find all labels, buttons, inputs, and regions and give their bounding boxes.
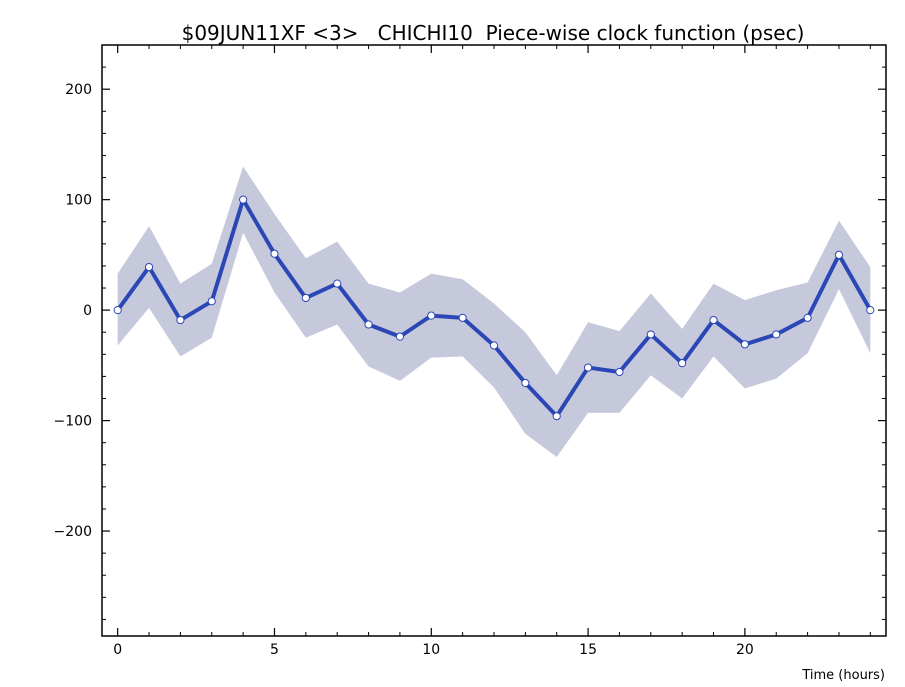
data-point xyxy=(113,306,122,315)
data-point xyxy=(458,313,467,322)
data-point xyxy=(521,378,530,388)
data-point xyxy=(866,306,875,315)
y-tick-label: 200 xyxy=(65,82,92,98)
data-point xyxy=(709,315,718,325)
plot-layer xyxy=(113,166,875,458)
x-tick-label: 20 xyxy=(736,642,754,658)
x-axis-label: Time (hours) xyxy=(801,668,885,683)
data-point xyxy=(552,412,561,421)
data-point xyxy=(239,195,248,204)
data-point xyxy=(646,330,655,339)
chart-title: $09JUN11XF <3> CHICHI10 Piece-wise clock… xyxy=(182,21,805,45)
data-point xyxy=(583,363,593,372)
data-point xyxy=(740,340,749,349)
data-point xyxy=(301,293,310,303)
data-point xyxy=(427,311,436,320)
data-point xyxy=(772,330,781,339)
x-tick-label: 0 xyxy=(113,642,122,658)
data-point xyxy=(333,279,342,288)
x-tick-label: 10 xyxy=(422,642,440,658)
data-point xyxy=(803,313,812,322)
data-point xyxy=(489,341,499,350)
y-tick-label: 0 xyxy=(83,303,92,319)
x-tick-label: 5 xyxy=(270,642,279,658)
data-point xyxy=(270,249,279,258)
data-point xyxy=(364,320,373,329)
y-tick-label: −200 xyxy=(54,524,92,540)
uncertainty-band xyxy=(117,166,871,458)
data-point xyxy=(395,332,405,341)
y-tick-label: 100 xyxy=(65,193,92,209)
data-point xyxy=(144,262,154,272)
x-tick-label: 15 xyxy=(579,642,597,658)
axes-layer: 0 5 10 15 20 −200 −100 0 100 200 xyxy=(54,44,887,658)
data-point xyxy=(207,297,216,306)
data-point xyxy=(615,367,624,377)
data-point xyxy=(176,315,185,325)
y-tick-label: −100 xyxy=(54,414,92,430)
data-point xyxy=(834,250,844,259)
data-point xyxy=(678,359,687,368)
